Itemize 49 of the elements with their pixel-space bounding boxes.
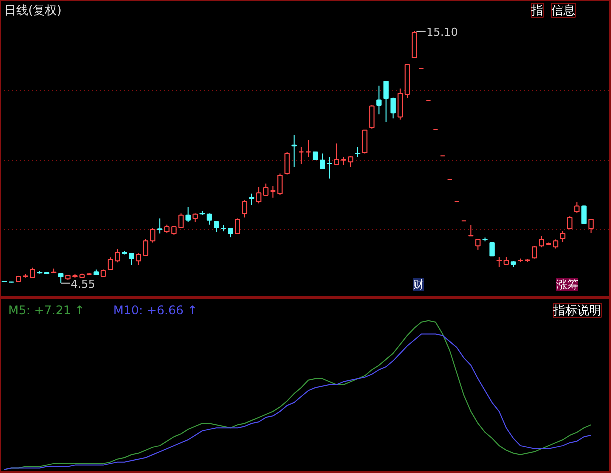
candlestick	[398, 88, 404, 120]
candlestick	[553, 239, 559, 250]
candlestick	[384, 81, 389, 123]
text: M10: +6.66 ↑	[114, 304, 198, 318]
candlestick	[150, 228, 156, 244]
candlestick	[263, 183, 269, 197]
candlestick	[539, 236, 544, 248]
annotation: 4.55	[70, 278, 96, 291]
candlestick	[298, 146, 304, 164]
annotation: 15.10	[426, 26, 458, 39]
candlestick	[468, 224, 474, 237]
candlestick	[348, 156, 354, 168]
annotation: 财	[413, 278, 424, 292]
candlestick	[588, 218, 594, 234]
candlestick	[284, 152, 290, 176]
candlestick	[560, 230, 566, 243]
candlestick	[362, 130, 368, 154]
candlestick	[235, 218, 240, 235]
candlestick	[574, 202, 580, 214]
candlestick	[256, 186, 262, 204]
candlestick	[376, 85, 382, 116]
candlestick	[136, 253, 142, 266]
candlestick	[143, 238, 149, 257]
text: M5: +7.21 ↑	[8, 304, 85, 318]
candlestick	[355, 146, 361, 158]
candlestick	[567, 216, 573, 230]
chart-title: 日线(复权)	[4, 4, 62, 18]
candlestick	[334, 143, 340, 166]
annotation: 涨筹	[556, 278, 578, 292]
candlestick	[476, 238, 481, 250]
candlestick	[390, 97, 396, 120]
candlestick	[242, 200, 248, 218]
candlestick	[306, 140, 312, 158]
candlestick	[206, 213, 212, 226]
text: 指标说明	[552, 304, 602, 318]
text: 信息	[552, 4, 576, 18]
candlestick	[186, 206, 191, 223]
candlestick	[108, 257, 114, 271]
candlestick	[292, 134, 298, 168]
candlestick	[115, 248, 120, 264]
candlestick	[129, 253, 134, 266]
candlestick	[157, 218, 163, 234]
candlestick	[490, 242, 495, 257]
candlestick	[496, 256, 502, 268]
candlestick	[370, 104, 375, 130]
candlestick	[214, 222, 220, 233]
candlestick	[532, 246, 538, 260]
candlestick	[249, 193, 255, 206]
text: 指	[530, 4, 544, 18]
